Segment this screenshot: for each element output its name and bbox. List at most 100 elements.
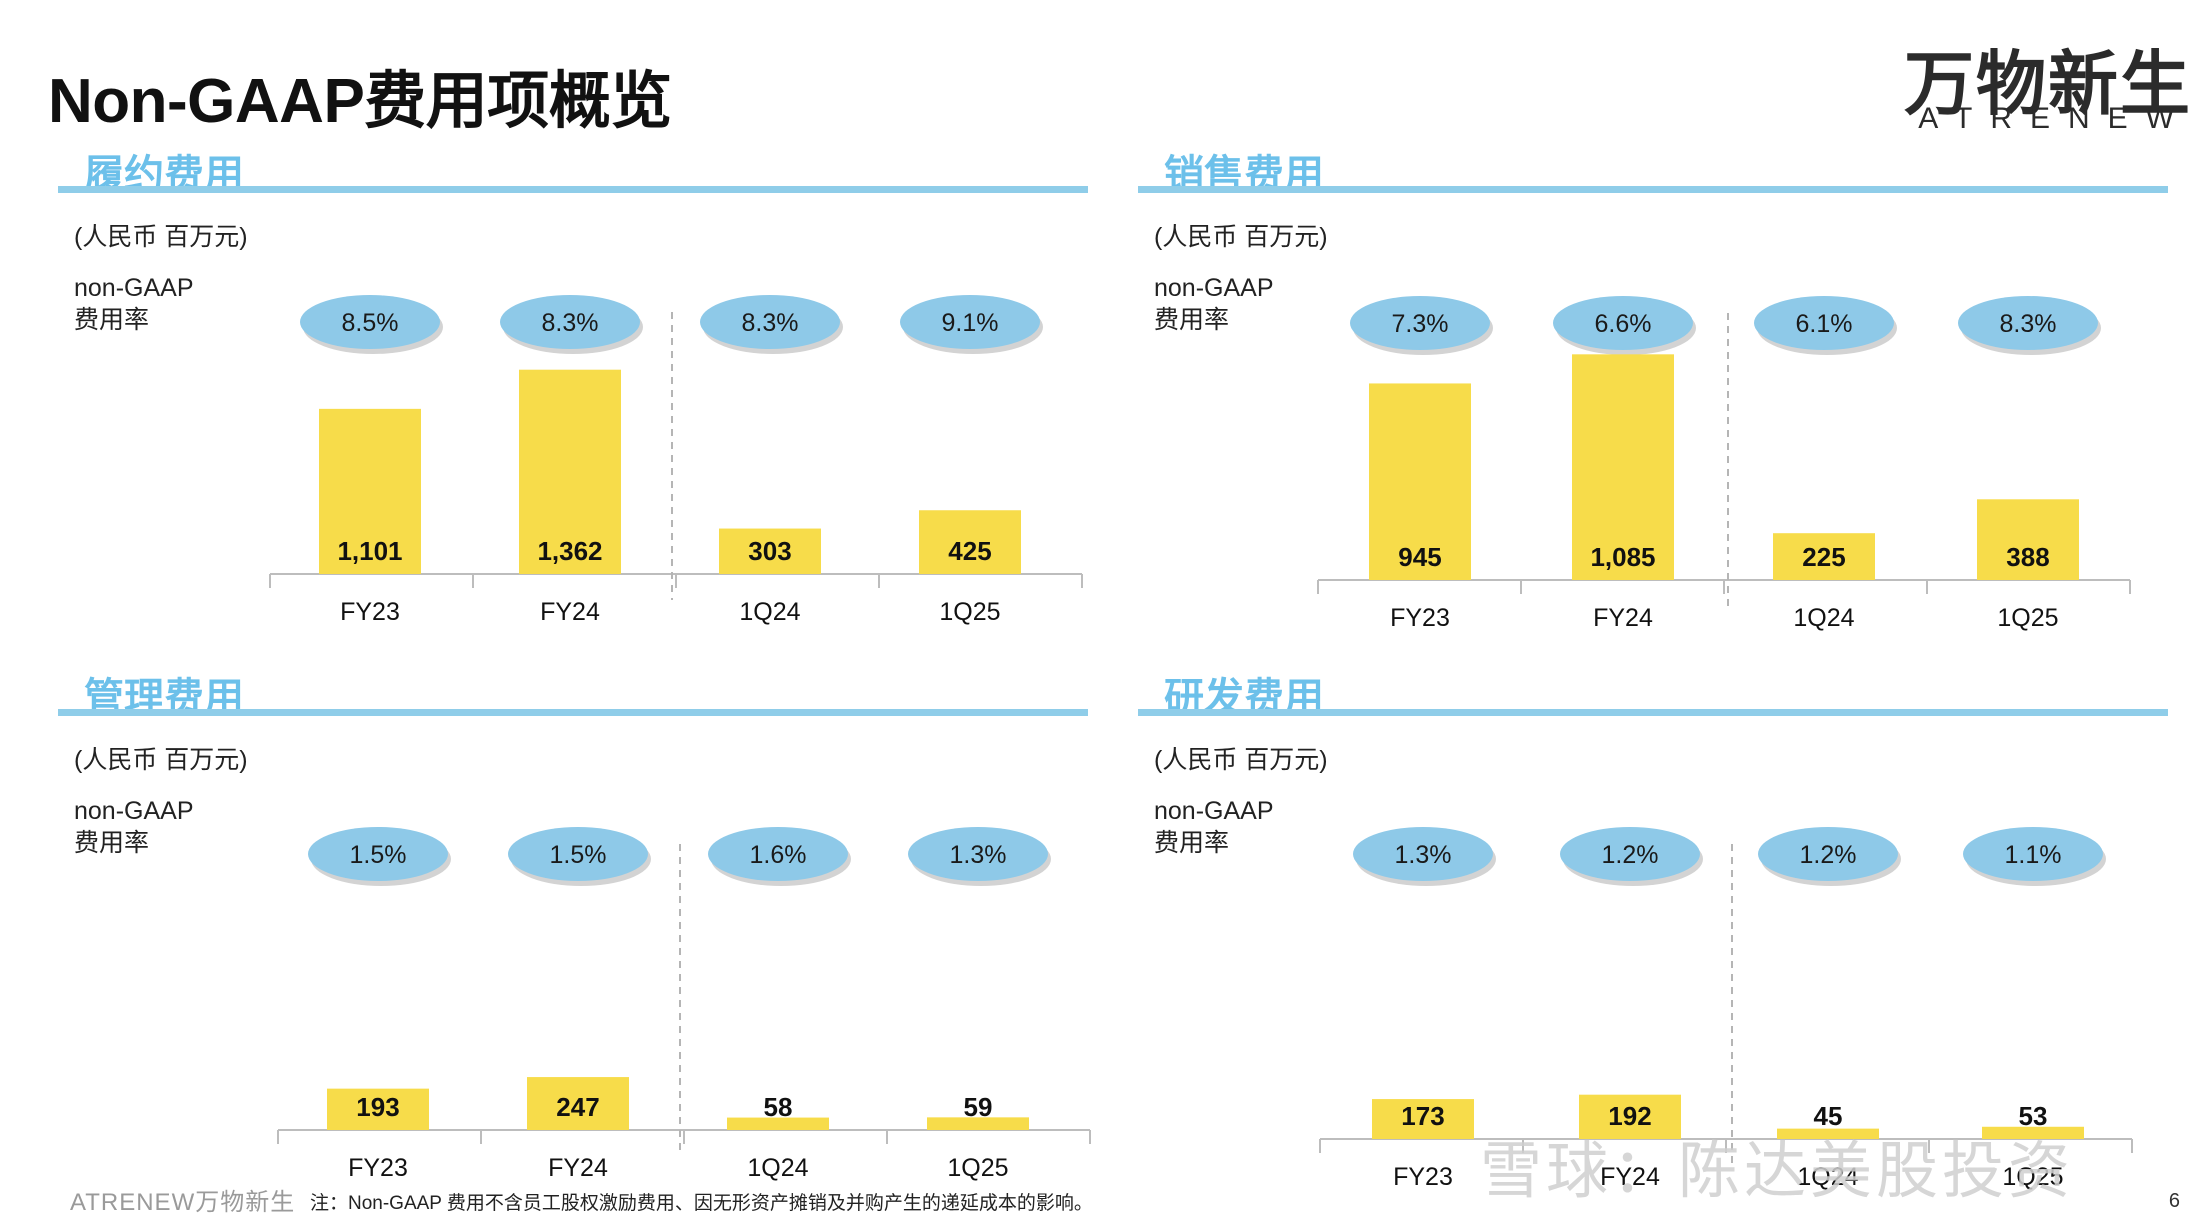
x-tick-label: FY24 <box>1600 1163 1660 1191</box>
x-tick-label: FY23 <box>1393 1163 1453 1191</box>
x-tick-label: 1Q24 <box>1797 1163 1858 1191</box>
rate-ellipse <box>1958 296 2098 350</box>
rate-label-value: 1.3% <box>950 841 1007 869</box>
bar-value-label: 1,085 <box>1590 542 1655 572</box>
bar-value-label: 425 <box>948 536 991 566</box>
rate-label-value: 6.6% <box>1595 310 1652 338</box>
rate-ellipse <box>708 827 848 881</box>
panel-fulfillment: 履约费用 (人民币 百万元) non-GAAP 费用率 8.5% 1,101 FY2… <box>58 142 1088 682</box>
panel-admin: 管理费用 (人民币 百万元) non-GAAP 费用率 1.5% 193 FY23 1… <box>58 665 1091 1205</box>
rate-ellipse <box>1560 827 1700 881</box>
x-tick-label: 1Q24 <box>747 1154 808 1182</box>
bar-value-label: 388 <box>2006 542 2049 572</box>
x-tick-label: FY24 <box>540 598 600 626</box>
rate-ellipse <box>308 827 448 881</box>
x-tick-label: 1Q24 <box>739 598 800 626</box>
x-tick-label: 1Q25 <box>939 598 1000 626</box>
bar-value-label: 1,362 <box>537 536 602 566</box>
company-logo: 万物新生 ATRENEW <box>1898 28 2198 138</box>
bar <box>919 510 1021 574</box>
rate-ellipse <box>1350 296 1490 350</box>
rate-label-value: 1.6% <box>750 841 807 869</box>
rate-label-value: 1.3% <box>1395 841 1452 869</box>
rate-ellipse <box>1963 827 2103 881</box>
bar-value-label: 53 <box>2019 1101 2048 1131</box>
rate-ellipse <box>1353 827 1493 881</box>
bar <box>319 408 421 574</box>
x-tick-label: 1Q25 <box>2002 1163 2063 1191</box>
page-title: Non-GAAP费用项概览 <box>48 67 672 136</box>
unit-label: (人民币 百万元) <box>74 746 248 774</box>
x-tick-label: FY24 <box>548 1154 608 1182</box>
bar <box>1579 1094 1681 1139</box>
bar <box>519 369 621 574</box>
rate-ellipse <box>908 827 1048 881</box>
bar <box>727 1117 829 1130</box>
logo-english: ATRENEW <box>1918 102 2192 135</box>
rate-label-value: 9.1% <box>942 309 999 337</box>
bar <box>1572 354 1674 580</box>
bar <box>1777 1128 1879 1139</box>
bar-value-label: 1,101 <box>337 536 402 566</box>
bar <box>927 1117 1029 1130</box>
x-tick-label: FY23 <box>1390 604 1450 632</box>
bar-value-label: 45 <box>1814 1101 1843 1131</box>
rate-ellipse <box>1553 296 1693 350</box>
panel-divider <box>58 186 1088 193</box>
panel-divider <box>1138 186 2168 193</box>
rate-label-value: 7.3% <box>1392 310 1449 338</box>
rate-ellipse <box>500 295 640 349</box>
x-tick-label: 1Q25 <box>1997 604 2058 632</box>
rate-ellipse <box>700 295 840 349</box>
bar-value-label: 173 <box>1401 1101 1444 1131</box>
unit-label: (人民币 百万元) <box>1154 746 1328 774</box>
rate-label-value: 6.1% <box>1796 310 1853 338</box>
rate-label: non-GAAP 费用率 <box>1154 797 1274 857</box>
bar-value-label: 58 <box>764 1092 793 1122</box>
rate-label-value: 8.3% <box>2000 310 2057 338</box>
rate-ellipse <box>1754 296 1894 350</box>
unit-label: (人民币 百万元) <box>1154 223 1328 251</box>
rate-ellipse <box>508 827 648 881</box>
rate-ellipse <box>900 295 1040 349</box>
bar-chart: 7.3% 945 FY23 6.6% 1,085 FY24 6.1% 225 1Q24 8.3% 3… <box>1317 296 2131 632</box>
rate-label-value: 8.3% <box>742 309 799 337</box>
unit-label: (人民币 百万元) <box>74 223 248 251</box>
rate-label: non-GAAP 费用率 <box>74 274 194 334</box>
rate-label-value: 1.2% <box>1602 841 1659 869</box>
rate-label-value: 1.5% <box>550 841 607 869</box>
rate-label: non-GAAP 费用率 <box>74 797 194 857</box>
bar-chart: 1.5% 193 FY23 1.5% 247 FY24 1.6% 58 1Q24 1.3% 59 1Q… <box>277 827 1091 1182</box>
x-tick-label: 1Q25 <box>947 1154 1008 1182</box>
rate-label-value: 1.2% <box>1800 841 1857 869</box>
rate-label: non-GAAP 费用率 <box>1154 274 1274 334</box>
rate-label-value: 8.3% <box>542 309 599 337</box>
x-tick-label: FY23 <box>340 598 400 626</box>
footer-brand: ATRENEW万物新生 <box>70 1189 296 1216</box>
x-tick-label: FY23 <box>348 1154 408 1182</box>
panel-rnd: 研发费用 (人民币 百万元) non-GAAP 费用率 1.3% 173 FY23 1… <box>1138 665 2168 1205</box>
bar <box>1977 499 2079 580</box>
rate-ellipse <box>300 295 440 349</box>
bar-chart: 1.3% 173 FY23 1.2% 192 FY24 1.2% 45 1Q24 1.1% 53 1Q… <box>1319 827 2133 1191</box>
bar <box>527 1077 629 1130</box>
logo-chinese: 万物新生 <box>1904 45 2192 123</box>
rate-label-value: 8.5% <box>342 309 399 337</box>
bar-value-label: 945 <box>1398 542 1441 572</box>
x-tick-label: FY24 <box>1593 604 1653 632</box>
bar-value-label: 225 <box>1802 542 1845 572</box>
panel-sales: 销售费用 (人民币 百万元) non-GAAP 费用率 7.3% 945 FY23 6… <box>1138 142 2168 682</box>
bar-value-label: 192 <box>1608 1101 1651 1131</box>
rate-label-value: 1.5% <box>350 841 407 869</box>
bar-value-label: 303 <box>748 536 791 566</box>
rate-ellipse <box>1758 827 1898 881</box>
panel-divider <box>1138 709 2168 716</box>
bar <box>327 1088 429 1130</box>
x-tick-label: 1Q24 <box>1793 604 1854 632</box>
bar <box>1372 1099 1474 1139</box>
bar-value-label: 59 <box>964 1092 993 1122</box>
watermark: 雪球：陈达美股投资 <box>1480 1137 2075 1206</box>
bar <box>1982 1126 2084 1139</box>
bar-value-label: 193 <box>356 1092 399 1122</box>
rate-label-value: 1.1% <box>2005 841 2062 869</box>
